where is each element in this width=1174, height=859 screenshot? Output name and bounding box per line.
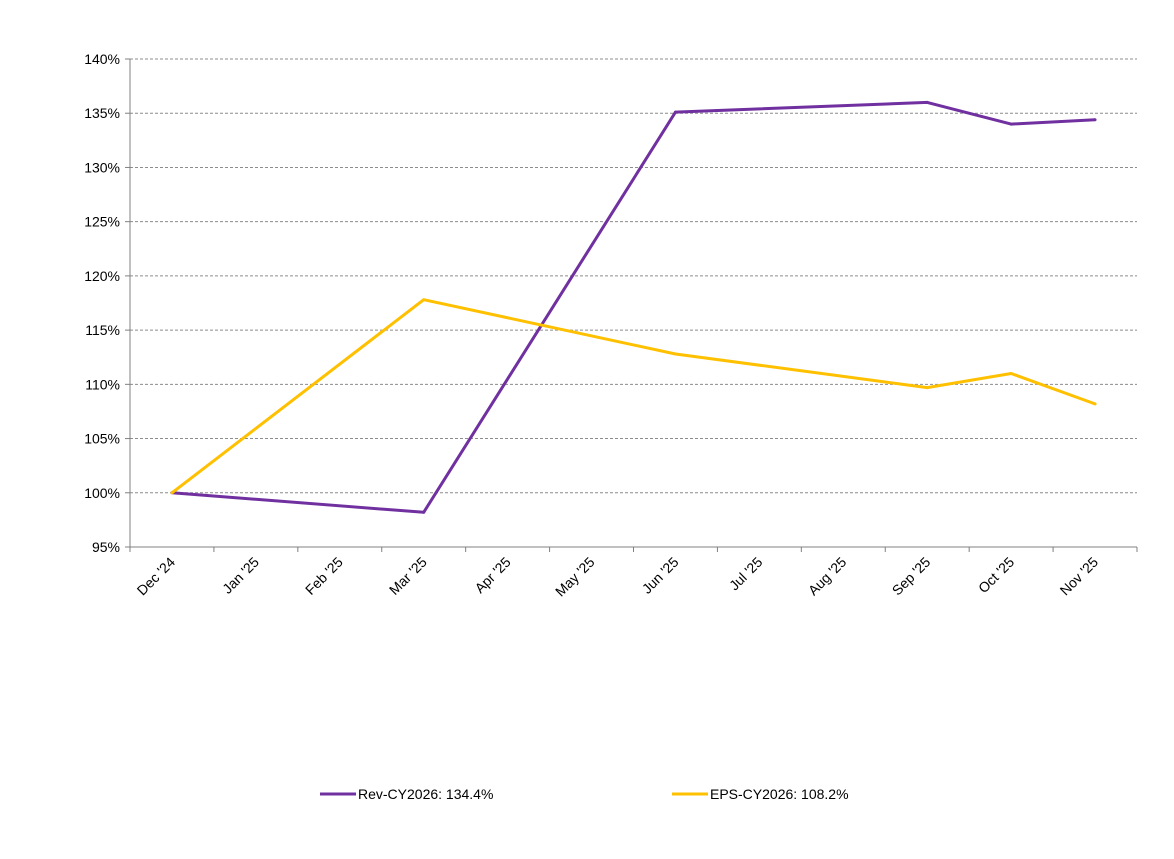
y-tick-label: 120% (84, 268, 120, 284)
gridlines (130, 58, 1137, 494)
data-point (422, 510, 426, 514)
legend-item: Rev-CY2026: 134.4% (320, 786, 493, 802)
x-tick-label: Feb '25 (302, 554, 346, 598)
x-tick-label: Aug '25 (805, 554, 850, 599)
series-lines (170, 100, 1097, 514)
series-line-eps (171, 298, 1096, 494)
y-tick-label: 95% (92, 539, 120, 555)
y-tick-label: 130% (84, 159, 120, 175)
series-line-rev (171, 100, 1096, 514)
x-axis-ticks: Dec '24 Jan '25 Feb '25 Mar '25 Apr '25 May '… (129, 547, 1138, 600)
data-point (1009, 371, 1013, 375)
data-point (673, 110, 677, 114)
legend-item: EPS-CY2026: 108.2% (672, 786, 849, 802)
data-point (1093, 402, 1097, 406)
axes (129, 59, 1137, 548)
x-tick-label: Jul '25 (726, 554, 766, 594)
y-tick-label: 105% (84, 431, 120, 447)
data-point (1009, 122, 1013, 126)
y-tick-label: 140% (84, 51, 120, 67)
y-tick-label: 115% (85, 322, 120, 338)
data-point (170, 491, 174, 495)
x-tick-label: Jun '25 (639, 554, 682, 597)
x-tick-label: Jan '25 (219, 554, 262, 597)
legend-label: Rev-CY2026: 134.4% (358, 786, 493, 802)
y-tick-label: 110% (85, 376, 120, 392)
x-tick-label: Nov '25 (1057, 554, 1102, 599)
x-tick-label: Apr '25 (471, 554, 514, 597)
x-tick-label: May '25 (552, 554, 598, 600)
y-tick-label: 125% (84, 214, 120, 230)
y-axis-ticks: 140% 135% 130% 125% 120% 115% 110% 105% 100% 95% (84, 51, 130, 555)
y-tick-label: 135% (84, 105, 120, 121)
legend-label: EPS-CY2026: 108.2% (710, 786, 849, 802)
x-tick-label: Oct '25 (975, 554, 1018, 597)
x-tick-label: Mar '25 (386, 554, 430, 598)
data-point (925, 386, 929, 390)
data-point (422, 298, 426, 302)
y-tick-label: 100% (84, 485, 120, 501)
x-tick-label: Dec '24 (134, 554, 179, 599)
legend: Rev-CY2026: 134.4% EPS-CY2026: 108.2% (320, 786, 849, 802)
x-tick-label: Sep '25 (889, 554, 934, 599)
data-point (1093, 118, 1097, 122)
data-point (673, 352, 677, 356)
data-point (925, 100, 929, 104)
